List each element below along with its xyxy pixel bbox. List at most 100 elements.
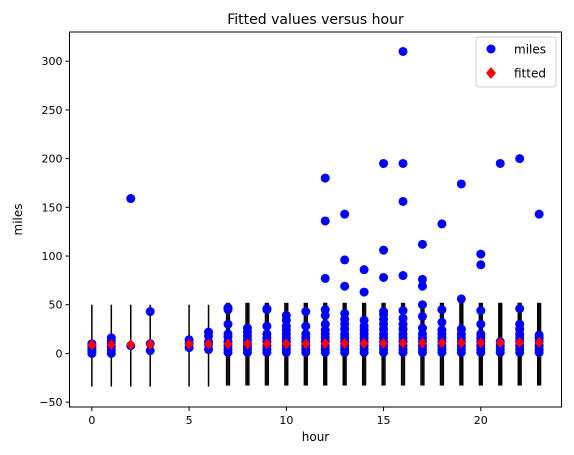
data-point-miles [359,265,369,275]
data-point-miles [417,239,427,249]
data-point-miles [476,260,486,270]
data-point-miles [534,209,544,219]
data-point-miles [320,216,330,226]
data-point-miles [417,274,427,284]
data-point-miles [340,281,350,291]
data-point-miles [398,158,408,168]
data-point-miles [340,209,350,219]
data-point-miles [417,300,427,310]
data-point-fitted [359,337,369,349]
x-tick-label: 10 [279,414,293,427]
data-point-miles [223,303,233,313]
data-point-miles [379,307,389,317]
data-point-fitted [126,339,136,351]
data-point-miles [398,271,408,281]
data-point-miles [223,329,233,339]
x-tick-label: 15 [377,414,391,427]
y-tick-label: −50 [39,396,62,409]
data-point-fitted [262,338,272,350]
data-point-miles [223,319,233,329]
plot-area [87,46,544,387]
y-tick-label: 150 [42,201,63,214]
y-axis-label: miles [11,204,25,236]
y-tick-label: 200 [42,153,63,166]
data-point-fitted [534,336,544,348]
data-point-miles [262,304,272,314]
data-point-miles [534,330,544,340]
data-point-miles [281,310,291,320]
chart-title: Fitted values versus hour [227,12,404,28]
data-point-fitted [145,338,155,350]
legend-marker-miles [486,44,496,54]
y-tick-label: 100 [42,250,63,263]
axes-frame [69,31,562,408]
data-point-fitted [379,337,388,349]
x-tick-label: 5 [186,414,193,427]
data-point-miles [301,321,311,331]
legend-box [475,36,557,88]
data-point-miles [476,306,486,316]
data-point-miles [145,307,155,317]
y-axis-ticks: −50 0 50 100 150 200 250 300 [39,55,70,409]
y-tick-label: 250 [42,104,63,117]
data-point-miles [476,319,486,329]
data-point-fitted [281,338,291,350]
data-point-miles [456,324,466,334]
data-point-miles [379,245,389,255]
data-point-miles [437,305,447,315]
data-point-miles [417,323,427,333]
data-point-miles [476,329,486,339]
data-point-miles [320,173,330,183]
x-axis-label: hour [302,430,330,444]
data-point-fitted [204,338,213,350]
legend-label-fitted: fitted [514,67,546,81]
x-tick-label: 0 [88,414,95,427]
data-point-fitted [223,338,233,350]
data-point-miles [145,346,155,356]
data-point-fitted [456,337,466,349]
data-point-miles [340,308,350,318]
data-point-miles [126,194,136,204]
data-point-miles [340,255,350,265]
data-point-fitted [515,337,525,349]
data-point-miles [398,46,408,56]
data-point-miles [456,294,466,304]
data-point-miles [379,272,389,282]
data-point-miles [359,315,369,325]
data-point-fitted [398,337,408,349]
data-point-miles [515,154,525,164]
data-point-miles [417,311,427,321]
data-point-miles [379,158,389,168]
data-point-miles [301,307,311,317]
data-point-fitted [320,337,330,349]
data-point-miles [398,306,408,316]
data-point-miles [456,179,466,189]
data-point-fitted [476,337,486,349]
data-point-miles [398,313,408,323]
x-axis-ticks: 0 5 10 15 20 [88,407,488,427]
data-point-fitted [184,338,194,350]
data-point-fitted [301,338,311,350]
y-tick-label: 0 [56,347,63,360]
data-point-fitted [495,337,505,349]
legend: miles fitted [475,36,557,88]
data-point-miles [398,196,408,206]
data-point-miles [359,287,369,297]
data-point-miles [515,319,525,329]
data-point-fitted [437,337,447,349]
data-point-miles [106,333,116,343]
legend-label-miles: miles [514,43,546,57]
legend-marker-fitted [486,67,496,79]
data-point-miles [417,281,427,291]
y-tick-label: 300 [42,55,63,68]
data-point-fitted [87,339,97,351]
data-point-miles [437,325,447,335]
series-fitted [87,336,544,351]
data-point-miles [262,321,272,331]
data-point-miles [495,158,505,168]
data-point-miles [437,219,447,229]
data-point-fitted [106,339,116,351]
data-point-miles [515,304,525,314]
data-point-miles [301,329,311,339]
